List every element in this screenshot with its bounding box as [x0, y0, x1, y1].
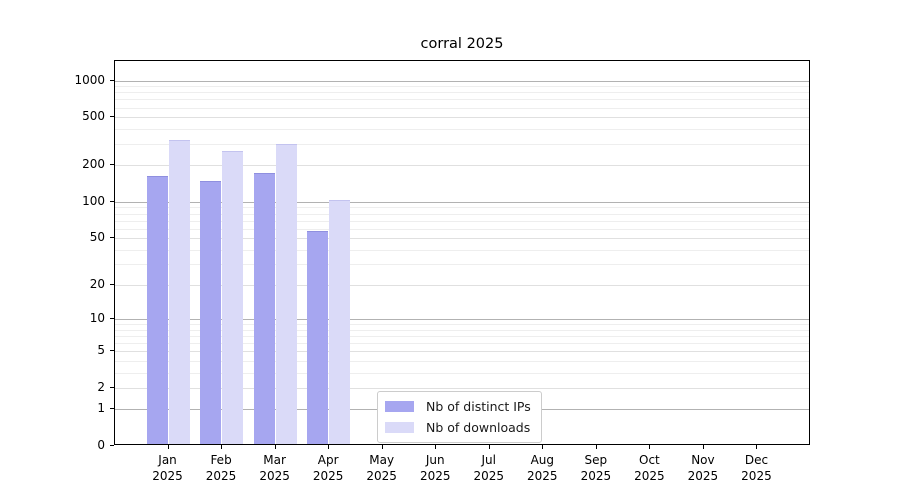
gridline-600	[115, 107, 809, 109]
y-tick-label-10: 10	[89, 311, 105, 326]
x-tick-mark-may	[381, 445, 383, 449]
x-tick-label-aug: Aug 2025	[527, 453, 558, 483]
x-tick-label-jan: Jan 2025	[152, 453, 183, 483]
gridline-2	[115, 387, 809, 389]
y-tick-label-100: 100	[82, 193, 105, 208]
gridline-9	[115, 324, 809, 326]
y-tick-label-0: 0	[97, 438, 105, 452]
y-tick-mark-100	[110, 200, 114, 202]
gridline-20	[115, 284, 809, 286]
x-tick-mark-oct	[649, 445, 651, 449]
x-tick-mark-apr	[328, 445, 330, 449]
legend-label-distinct-ips: Nb of distinct IPs	[426, 399, 531, 414]
y-tick-label-50: 50	[89, 230, 105, 245]
y-tick-label-500: 500	[82, 109, 105, 124]
gridline-6	[115, 343, 809, 345]
y-tick-label-2: 2	[97, 379, 105, 394]
gridline-80	[115, 213, 809, 215]
x-tick-mark-nov	[702, 445, 704, 449]
legend-item-downloads: Nb of downloads	[385, 419, 531, 436]
y-tick-mark-20	[110, 283, 114, 285]
plot-area	[114, 60, 810, 445]
gridline-5	[115, 351, 809, 353]
gridline-700	[115, 99, 809, 101]
legend-swatch-downloads	[385, 422, 414, 433]
legend-item-distinct-ips: Nb of distinct IPs	[385, 398, 531, 415]
gridline-70	[115, 220, 809, 222]
gridline-7	[115, 336, 809, 337]
gridline-200	[115, 165, 809, 167]
y-tick-label-20: 20	[89, 276, 105, 291]
y-tick-mark-200	[110, 164, 114, 166]
y-tick-label-1: 1	[97, 401, 105, 416]
bar-nb-of-downloads-apr	[329, 199, 351, 444]
gridline-8	[115, 329, 809, 331]
gridline-10	[115, 319, 809, 321]
gridline-100	[115, 201, 809, 203]
gridline-90	[115, 207, 809, 209]
gridline-800	[115, 92, 809, 94]
y-tick-mark-10	[110, 318, 114, 320]
x-tick-mark-jun	[435, 445, 437, 449]
x-tick-label-nov: Nov 2025	[687, 453, 719, 483]
bar-nb-of-distinct-ips-mar	[253, 173, 275, 444]
gridline-40	[115, 249, 809, 251]
x-tick-mark-jan	[167, 445, 169, 449]
gridline-30	[115, 264, 809, 266]
y-tick-label-1000: 1000	[74, 72, 105, 87]
y-tick-mark-0	[110, 445, 114, 446]
y-tick-mark-5	[110, 350, 114, 352]
x-tick-label-may: May 2025	[366, 453, 397, 483]
x-tick-mark-feb	[221, 445, 223, 449]
bar-nb-of-downloads-mar	[275, 144, 297, 444]
x-tick-label-sep: Sep 2025	[580, 453, 612, 483]
bar-nb-of-downloads-feb	[222, 151, 244, 444]
y-tick-mark-1	[110, 408, 114, 410]
x-tick-mark-sep	[595, 445, 597, 449]
y-tick-mark-1000	[110, 79, 114, 81]
legend-label-downloads: Nb of downloads	[426, 420, 531, 435]
gridline-900	[115, 86, 809, 88]
x-tick-label-dec: Dec 2025	[741, 453, 772, 483]
gridline-60	[115, 228, 809, 230]
x-tick-label-mar: Mar 2025	[259, 453, 290, 483]
x-tick-label-jul: Jul 2025	[473, 453, 505, 483]
y-tick-mark-50	[110, 237, 114, 239]
x-tick-mark-dec	[756, 445, 758, 449]
gridline-50	[115, 238, 809, 240]
x-tick-label-apr: Apr 2025	[312, 453, 344, 483]
bar-nb-of-distinct-ips-apr	[307, 231, 329, 444]
bar-nb-of-downloads-jan	[168, 139, 190, 444]
gridline-400	[115, 128, 809, 130]
gridline-1000	[115, 80, 809, 82]
bar-nb-of-distinct-ips-jan	[146, 175, 168, 444]
gridline-500	[115, 117, 809, 119]
x-tick-mark-aug	[542, 445, 544, 449]
legend: Nb of distinct IPs Nb of downloads	[377, 391, 542, 443]
y-tick-mark-2	[110, 386, 114, 388]
y-tick-label-200: 200	[82, 157, 105, 172]
x-tick-mark-jul	[488, 445, 490, 449]
bar-nb-of-distinct-ips-feb	[200, 180, 222, 444]
y-tick-label-5: 5	[97, 343, 105, 358]
y-tick-mark-500	[110, 116, 114, 118]
gridline-300	[115, 144, 809, 146]
legend-swatch-distinct-ips	[385, 401, 414, 412]
x-tick-label-feb: Feb 2025	[205, 453, 237, 483]
gridline-3	[115, 372, 809, 374]
gridline-4	[115, 360, 809, 362]
x-tick-mark-mar	[274, 445, 276, 449]
x-tick-label-jun: Jun 2025	[419, 453, 451, 483]
chart-title: corral 2025	[420, 36, 504, 52]
x-tick-label-oct: Oct 2025	[634, 453, 665, 483]
